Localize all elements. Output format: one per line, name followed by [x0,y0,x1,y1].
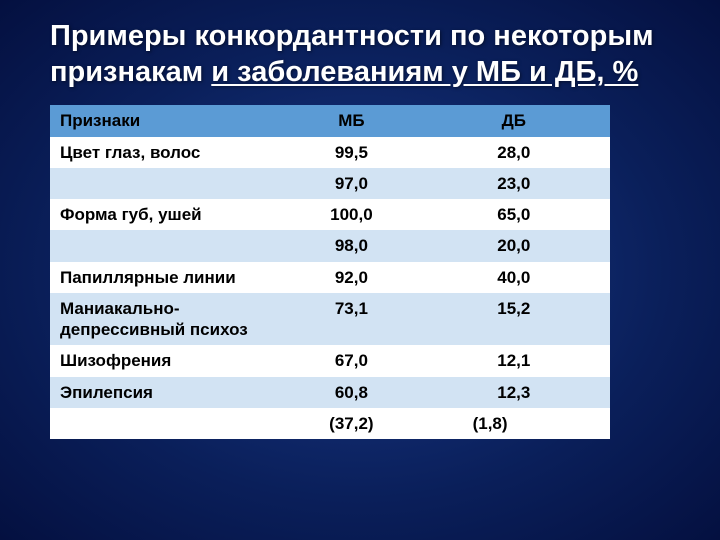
cell-mb: 100,0 [285,199,447,230]
cell-db: 12,1 [448,345,610,376]
cell-db: 23,0 [448,168,610,199]
cell-mb: 67,0 [285,345,447,376]
cell-mb: (37,2) [285,408,447,439]
slide-title: Примеры конкордантности по некоторым при… [50,18,670,91]
table-row: 97,0 23,0 [50,168,610,199]
cell-db: 65,0 [448,199,610,230]
table-row: Эпилепсия 60,8 12,3 [50,377,610,408]
cell-trait [50,408,285,439]
cell-db: 12,3 [448,377,610,408]
cell-mb: 98,0 [285,230,447,261]
title-underlined: и заболеваниям у МБ и ДБ, % [211,56,638,88]
cell-trait: Форма губ, ушей [50,199,285,230]
cell-mb: 97,0 [285,168,447,199]
cell-trait [50,168,285,199]
col-header-db: ДБ [448,105,610,137]
table-row: 98,0 20,0 [50,230,610,261]
cell-db: 15,2 [448,293,610,346]
slide: Примеры конкордантности по некоторым при… [0,0,720,439]
cell-trait: Эпилепсия [50,377,285,408]
concordance-table: Признаки МБ ДБ Цвет глаз, волос 99,5 28,… [50,105,610,440]
cell-db: (1,8) [448,408,610,439]
table-row: Маниакально-депрессивный психоз 73,1 15,… [50,293,610,346]
table-row: Форма губ, ушей 100,0 65,0 [50,199,610,230]
col-header-mb: МБ [285,105,447,137]
cell-db: 28,0 [448,137,610,168]
concordance-table-wrap: Признаки МБ ДБ Цвет глаз, волос 99,5 28,… [50,105,610,440]
table-row: Цвет глаз, волос 99,5 28,0 [50,137,610,168]
cell-db: 20,0 [448,230,610,261]
cell-mb: 92,0 [285,262,447,293]
table-row: Папиллярные линии 92,0 40,0 [50,262,610,293]
cell-mb: 73,1 [285,293,447,346]
table-header-row: Признаки МБ ДБ [50,105,610,137]
table-row: (37,2) (1,8) [50,408,610,439]
cell-trait: Цвет глаз, волос [50,137,285,168]
table-row: Шизофрения 67,0 12,1 [50,345,610,376]
cell-db: 40,0 [448,262,610,293]
cell-trait [50,230,285,261]
cell-mb: 99,5 [285,137,447,168]
cell-trait: Папиллярные линии [50,262,285,293]
cell-trait: Маниакально-депрессивный психоз [50,293,285,346]
cell-trait: Шизофрения [50,345,285,376]
col-header-trait: Признаки [50,105,285,137]
cell-mb: 60,8 [285,377,447,408]
